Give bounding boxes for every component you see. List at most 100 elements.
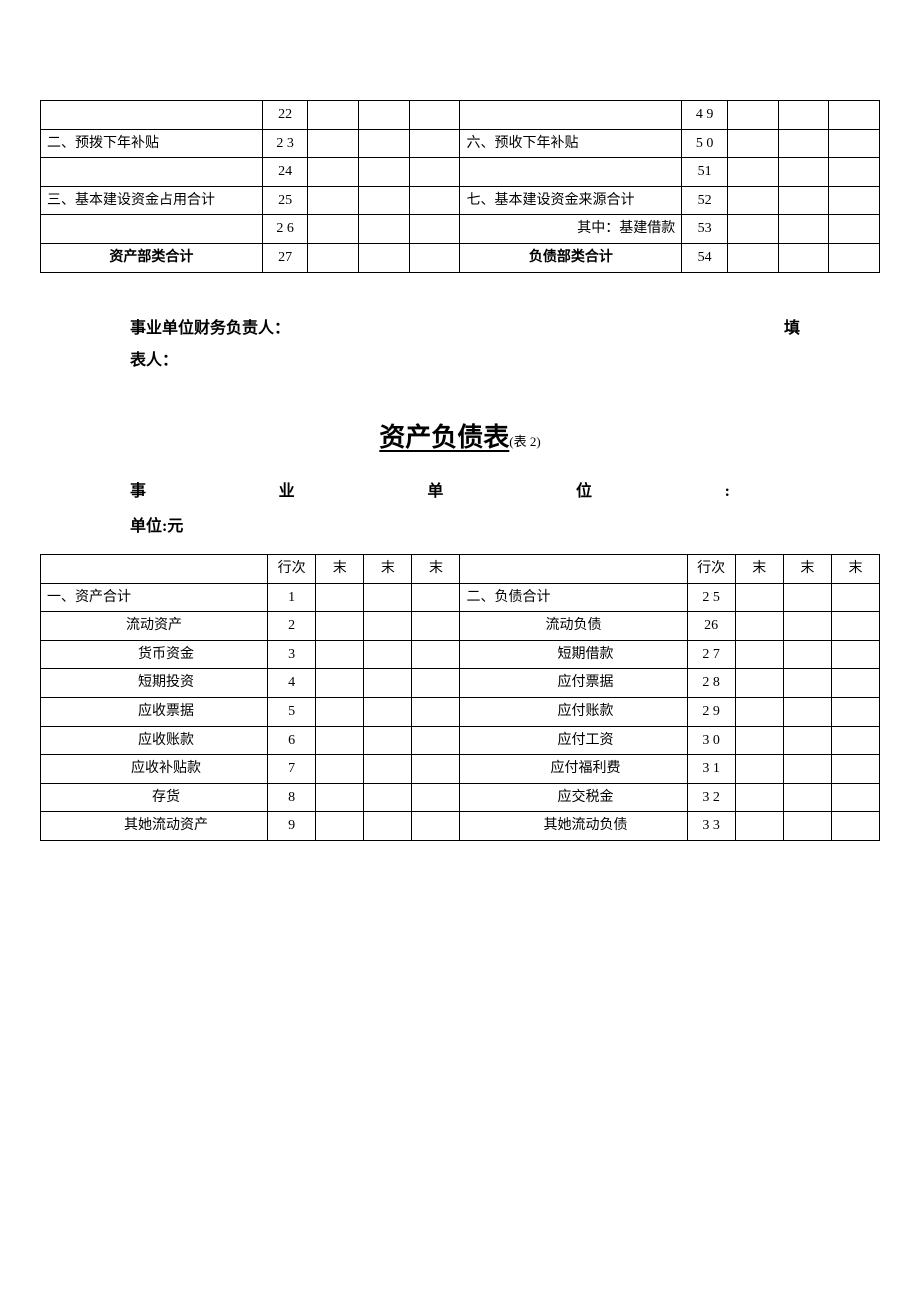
table-row: 短期投资4应付票据2 8 [41, 669, 880, 698]
value-cell [316, 755, 364, 784]
value-cell [412, 812, 460, 841]
value-cell [409, 101, 460, 130]
row-left-num: 6 [268, 726, 316, 755]
row-right-label: 应付账款 [460, 697, 687, 726]
value-cell [316, 583, 364, 612]
row-left-num: 2 3 [262, 129, 308, 158]
row-left-label: 应收补贴款 [41, 755, 268, 784]
value-cell [727, 101, 778, 130]
row-left-num: 4 [268, 669, 316, 698]
value-cell [735, 640, 783, 669]
row-left-num: 27 [262, 243, 308, 272]
row-left-label: 货币资金 [41, 640, 268, 669]
value-cell [831, 640, 879, 669]
value-cell [412, 669, 460, 698]
row-right-num: 3 0 [687, 726, 735, 755]
value-cell [727, 186, 778, 215]
value-cell [831, 583, 879, 612]
value-cell [778, 158, 829, 187]
value-cell [412, 697, 460, 726]
value-cell [316, 697, 364, 726]
sub-title: (表 2) [509, 434, 540, 449]
row-left-num: 3 [268, 640, 316, 669]
value-cell [412, 783, 460, 812]
value-cell [783, 812, 831, 841]
signature-right: 填 [784, 313, 800, 345]
table-row: 2451 [41, 158, 880, 187]
table-row: 三、基本建设资金占用合计25七、基本建设资金来源合计52 [41, 186, 880, 215]
row-right-label: 流动负债 [460, 612, 687, 641]
row-left-num: 24 [262, 158, 308, 187]
signature-left: 事业单位财务负责人： [130, 313, 290, 345]
hdr-v3: 末 [412, 554, 460, 583]
row-left-num: 25 [262, 186, 308, 215]
row-left-num: 7 [268, 755, 316, 784]
value-cell [316, 669, 364, 698]
value-cell [308, 215, 359, 244]
row-left-label: 应收账款 [41, 726, 268, 755]
value-cell [359, 101, 410, 130]
table-row: 资产部类合计27负债部类合计54 [41, 243, 880, 272]
value-cell [831, 755, 879, 784]
header-info: 事 业 单 位 : 单位:元 [130, 474, 880, 544]
value-cell [308, 243, 359, 272]
row-right-label: 应付福利费 [460, 755, 687, 784]
row-left-label [41, 101, 263, 130]
value-cell [778, 101, 829, 130]
row-left-num: 5 [268, 697, 316, 726]
table-row: 一、资产合计1二、负债合计2 5 [41, 583, 880, 612]
value-cell [735, 726, 783, 755]
row-left-num: 9 [268, 812, 316, 841]
row-right-label: 短期借款 [460, 640, 687, 669]
hdr-l-num: 行次 [268, 554, 316, 583]
value-cell [831, 726, 879, 755]
value-cell [308, 129, 359, 158]
value-cell [308, 158, 359, 187]
row-left-label [41, 158, 263, 187]
value-cell [735, 612, 783, 641]
row-right-num: 2 8 [687, 669, 735, 698]
row-right-num: 2 9 [687, 697, 735, 726]
value-cell [735, 583, 783, 612]
hdr-v5: 末 [783, 554, 831, 583]
value-cell [364, 612, 412, 641]
row-right-num: 5 0 [682, 129, 728, 158]
row-right-label: 六、预收下年补贴 [460, 129, 682, 158]
value-cell [778, 243, 829, 272]
value-cell [316, 726, 364, 755]
value-cell [783, 669, 831, 698]
value-cell [412, 583, 460, 612]
value-cell [783, 612, 831, 641]
value-cell [829, 101, 880, 130]
value-cell [409, 129, 460, 158]
main-title: 资产负债表 [379, 417, 509, 454]
signature-line2: 表人： [130, 345, 880, 377]
value-cell [364, 697, 412, 726]
value-cell [412, 640, 460, 669]
value-cell [359, 243, 410, 272]
hdr-v1: 末 [316, 554, 364, 583]
hdr-v4: 末 [735, 554, 783, 583]
hdr-ch-3: 位 [576, 474, 592, 509]
row-right-label: 负债部类合计 [460, 243, 682, 272]
value-cell [829, 186, 880, 215]
value-cell [778, 215, 829, 244]
value-cell [409, 215, 460, 244]
table-row: 其她流动资产9其她流动负债3 3 [41, 812, 880, 841]
value-cell [364, 583, 412, 612]
header-spread: 事 业 单 位 : [130, 474, 730, 509]
value-cell [831, 697, 879, 726]
row-left-label: 二、预拨下年补贴 [41, 129, 263, 158]
value-cell [412, 755, 460, 784]
row-left-num: 2 [268, 612, 316, 641]
value-cell [735, 812, 783, 841]
value-cell [831, 669, 879, 698]
value-cell [316, 812, 364, 841]
row-right-num: 53 [682, 215, 728, 244]
value-cell [359, 186, 410, 215]
row-right-label: 七、基本建设资金来源合计 [460, 186, 682, 215]
table-1: 224 9二、预拨下年补贴2 3六、预收下年补贴5 02451三、基本建设资金占… [40, 100, 880, 273]
value-cell [359, 215, 410, 244]
row-right-label: 其她流动负债 [460, 812, 687, 841]
hdr-r-label [460, 554, 687, 583]
